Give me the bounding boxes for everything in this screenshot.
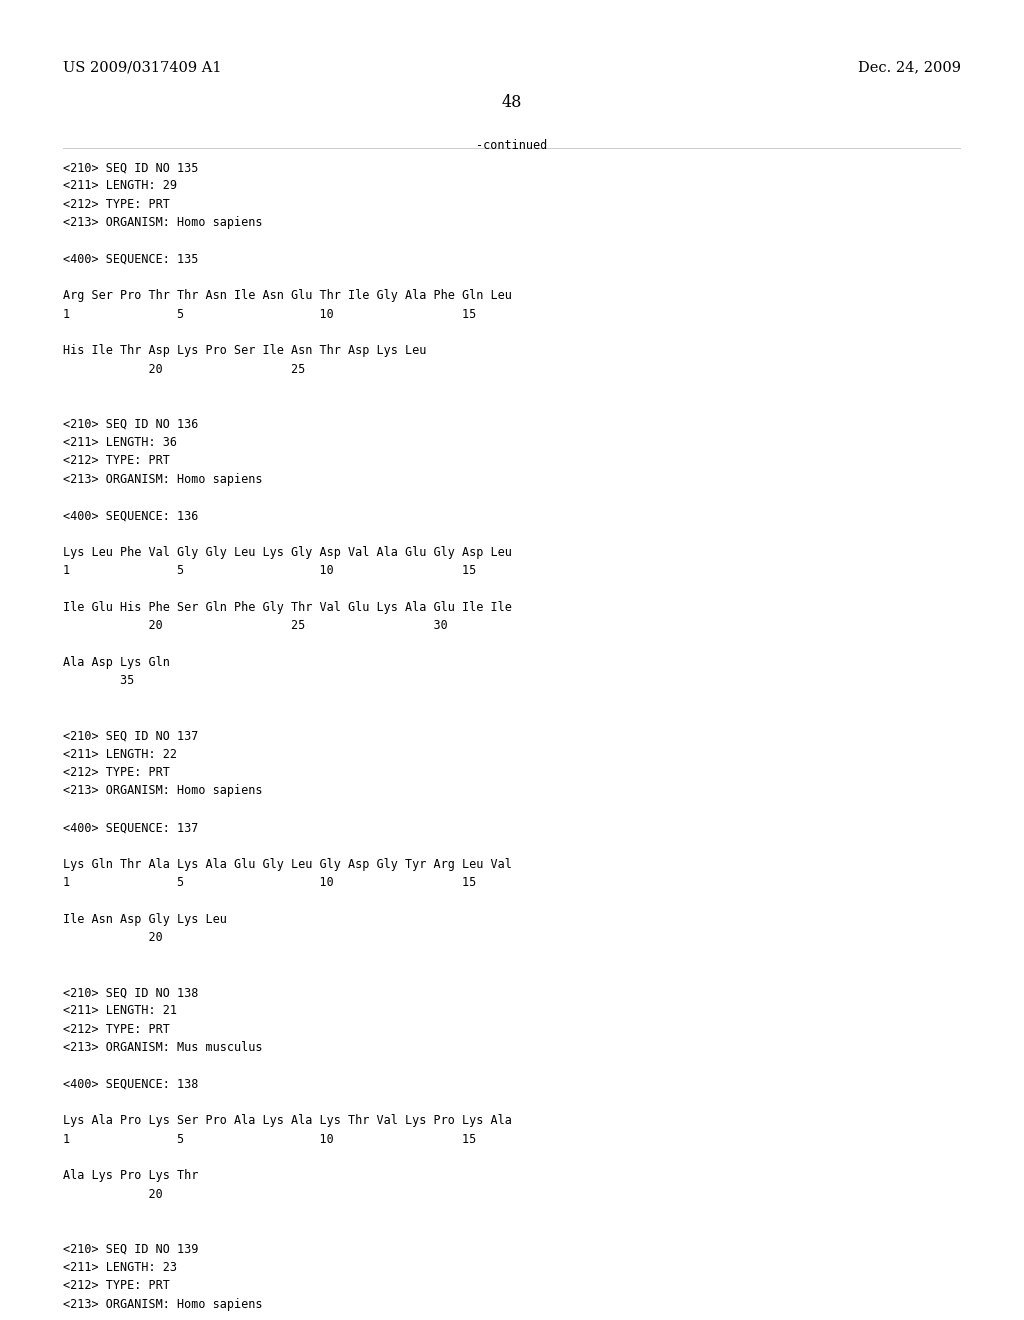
Text: 20: 20 — [63, 931, 163, 944]
Text: 1               5                   10                  15: 1 5 10 15 — [63, 876, 477, 890]
Text: <211> LENGTH: 36: <211> LENGTH: 36 — [63, 436, 177, 449]
Text: 20                  25                  30: 20 25 30 — [63, 619, 449, 632]
Text: <400> SEQUENCE: 138: <400> SEQUENCE: 138 — [63, 1077, 199, 1090]
Text: <211> LENGTH: 23: <211> LENGTH: 23 — [63, 1261, 177, 1274]
Text: -continued: -continued — [476, 139, 548, 152]
Text: Ile Asn Asp Gly Lys Leu: Ile Asn Asp Gly Lys Leu — [63, 912, 227, 925]
Text: Arg Ser Pro Thr Thr Asn Ile Asn Glu Thr Ile Gly Ala Phe Gln Leu: Arg Ser Pro Thr Thr Asn Ile Asn Glu Thr … — [63, 289, 512, 302]
Text: Lys Gln Thr Ala Lys Ala Glu Gly Leu Gly Asp Gly Tyr Arg Leu Val: Lys Gln Thr Ala Lys Ala Glu Gly Leu Gly … — [63, 858, 512, 871]
Text: <210> SEQ ID NO 137: <210> SEQ ID NO 137 — [63, 730, 199, 742]
Text: <400> SEQUENCE: 135: <400> SEQUENCE: 135 — [63, 252, 199, 265]
Text: 20: 20 — [63, 1188, 163, 1201]
Text: <213> ORGANISM: Homo sapiens: <213> ORGANISM: Homo sapiens — [63, 473, 263, 486]
Text: <210> SEQ ID NO 136: <210> SEQ ID NO 136 — [63, 417, 199, 430]
Text: <212> TYPE: PRT: <212> TYPE: PRT — [63, 454, 170, 467]
Text: Lys Leu Phe Val Gly Gly Leu Lys Gly Asp Val Ala Glu Gly Asp Leu: Lys Leu Phe Val Gly Gly Leu Lys Gly Asp … — [63, 546, 512, 560]
Text: <210> SEQ ID NO 135: <210> SEQ ID NO 135 — [63, 161, 199, 174]
Text: 20                  25: 20 25 — [63, 363, 306, 376]
Text: <400> SEQUENCE: 136: <400> SEQUENCE: 136 — [63, 510, 199, 523]
Text: <212> TYPE: PRT: <212> TYPE: PRT — [63, 766, 170, 779]
Text: <212> TYPE: PRT: <212> TYPE: PRT — [63, 1023, 170, 1036]
Text: <212> TYPE: PRT: <212> TYPE: PRT — [63, 198, 170, 211]
Text: Ala Asp Lys Gln: Ala Asp Lys Gln — [63, 656, 170, 669]
Text: <213> ORGANISM: Mus musculus: <213> ORGANISM: Mus musculus — [63, 1041, 263, 1055]
Text: <211> LENGTH: 22: <211> LENGTH: 22 — [63, 747, 177, 760]
Text: US 2009/0317409 A1: US 2009/0317409 A1 — [63, 61, 222, 75]
Text: <210> SEQ ID NO 139: <210> SEQ ID NO 139 — [63, 1242, 199, 1255]
Text: <213> ORGANISM: Homo sapiens: <213> ORGANISM: Homo sapiens — [63, 784, 263, 797]
Text: 35: 35 — [63, 675, 135, 688]
Text: 1               5                   10                  15: 1 5 10 15 — [63, 1133, 477, 1146]
Text: Ala Lys Pro Lys Thr: Ala Lys Pro Lys Thr — [63, 1170, 199, 1183]
Text: <211> LENGTH: 29: <211> LENGTH: 29 — [63, 180, 177, 193]
Text: 48: 48 — [502, 94, 522, 111]
Text: 1               5                   10                  15: 1 5 10 15 — [63, 565, 477, 577]
Text: <213> ORGANISM: Homo sapiens: <213> ORGANISM: Homo sapiens — [63, 1298, 263, 1311]
Text: <213> ORGANISM: Homo sapiens: <213> ORGANISM: Homo sapiens — [63, 216, 263, 230]
Text: <211> LENGTH: 21: <211> LENGTH: 21 — [63, 1005, 177, 1018]
Text: <400> SEQUENCE: 137: <400> SEQUENCE: 137 — [63, 821, 199, 834]
Text: 1               5                   10                  15: 1 5 10 15 — [63, 308, 477, 321]
Text: <212> TYPE: PRT: <212> TYPE: PRT — [63, 1279, 170, 1292]
Text: His Ile Thr Asp Lys Pro Ser Ile Asn Thr Asp Lys Leu: His Ile Thr Asp Lys Pro Ser Ile Asn Thr … — [63, 345, 427, 358]
Text: Lys Ala Pro Lys Ser Pro Ala Lys Ala Lys Thr Val Lys Pro Lys Ala: Lys Ala Pro Lys Ser Pro Ala Lys Ala Lys … — [63, 1114, 512, 1127]
Text: Ile Glu His Phe Ser Gln Phe Gly Thr Val Glu Lys Ala Glu Ile Ile: Ile Glu His Phe Ser Gln Phe Gly Thr Val … — [63, 601, 512, 614]
Text: Dec. 24, 2009: Dec. 24, 2009 — [857, 61, 961, 75]
Text: <210> SEQ ID NO 138: <210> SEQ ID NO 138 — [63, 986, 199, 999]
